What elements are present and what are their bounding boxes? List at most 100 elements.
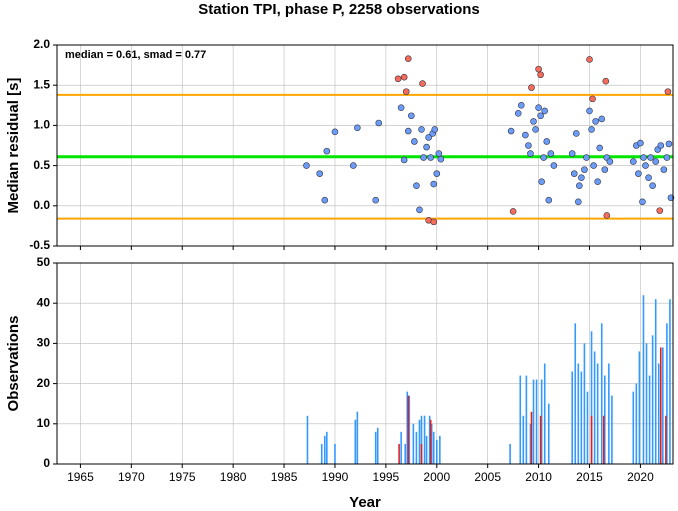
bar [519, 375, 522, 464]
point [547, 150, 555, 157]
point [397, 104, 405, 112]
bar [635, 383, 638, 464]
bar [522, 415, 525, 464]
bar [398, 443, 400, 464]
x-tick-label: 2010 [525, 470, 552, 484]
plot-frame [56, 44, 674, 247]
bar [571, 371, 573, 464]
y-tick-label: -0.5 [29, 238, 50, 252]
bar [439, 435, 441, 464]
bar [611, 395, 613, 464]
point [430, 180, 438, 188]
point [664, 88, 672, 95]
point [435, 150, 443, 157]
point [431, 126, 439, 133]
point [594, 178, 601, 185]
point [404, 55, 412, 62]
bar [539, 415, 542, 464]
y-tick-label: 1.0 [33, 118, 50, 132]
bar [666, 323, 668, 464]
point [575, 198, 582, 206]
x-tick-label: 1980 [220, 470, 247, 484]
point [541, 107, 549, 115]
bar [530, 411, 533, 464]
point [430, 218, 438, 226]
plot-frame [56, 262, 674, 465]
point [400, 156, 408, 164]
bar [435, 439, 438, 464]
point [419, 80, 426, 87]
point [538, 178, 545, 185]
point [532, 126, 539, 133]
bar [306, 415, 309, 464]
bar [404, 443, 407, 464]
y-axis-label: Observations [5, 316, 22, 412]
bar [577, 363, 580, 464]
bar [638, 351, 641, 464]
point [525, 142, 532, 149]
point [535, 65, 542, 73]
point [437, 155, 445, 163]
point [527, 150, 534, 157]
point [642, 162, 649, 169]
bar [425, 435, 428, 464]
bar [323, 435, 326, 464]
bar [547, 403, 550, 464]
bar [320, 443, 323, 464]
point [572, 130, 580, 137]
point [303, 162, 310, 169]
point [590, 162, 597, 169]
point [570, 170, 578, 177]
bar [415, 431, 418, 464]
point [331, 128, 339, 136]
bar [354, 419, 357, 464]
point [400, 73, 408, 81]
point [603, 212, 611, 219]
bar [574, 323, 577, 464]
point [602, 77, 610, 85]
bar [603, 375, 606, 464]
bar [406, 391, 409, 464]
point [416, 206, 423, 214]
y-tick-label: 10 [37, 416, 51, 430]
point [649, 182, 656, 189]
point [530, 118, 537, 125]
bar [651, 335, 654, 464]
bar [525, 375, 528, 464]
point [535, 104, 542, 112]
x-tick-label: 2000 [423, 470, 450, 484]
point [576, 182, 583, 189]
bar [356, 411, 359, 464]
y-tick-label: 0 [43, 456, 50, 470]
bar [543, 363, 546, 464]
bar [642, 295, 645, 464]
bar [428, 415, 431, 464]
bar [608, 363, 610, 464]
y-tick-label: 2.0 [33, 37, 50, 51]
point [667, 194, 675, 202]
bar [407, 395, 410, 464]
x-tick-label: 2015 [576, 470, 603, 484]
bar [632, 391, 635, 464]
x-axis-label: Year [349, 494, 381, 511]
point [640, 154, 647, 161]
bar [376, 427, 379, 464]
point [323, 147, 331, 155]
point [635, 170, 642, 177]
y-tick-label: 50 [37, 255, 51, 269]
point [578, 174, 585, 181]
point [647, 154, 654, 161]
bar [662, 347, 664, 464]
point [543, 138, 551, 145]
bar [412, 423, 415, 464]
bar [532, 379, 535, 464]
x-tick-label: 1985 [271, 470, 298, 484]
point [568, 150, 576, 157]
point [598, 115, 606, 123]
point [537, 71, 544, 79]
bar [326, 431, 328, 464]
bar [659, 347, 662, 464]
bar [590, 331, 593, 464]
point [583, 154, 590, 161]
y-tick-label: 1.5 [33, 77, 50, 91]
